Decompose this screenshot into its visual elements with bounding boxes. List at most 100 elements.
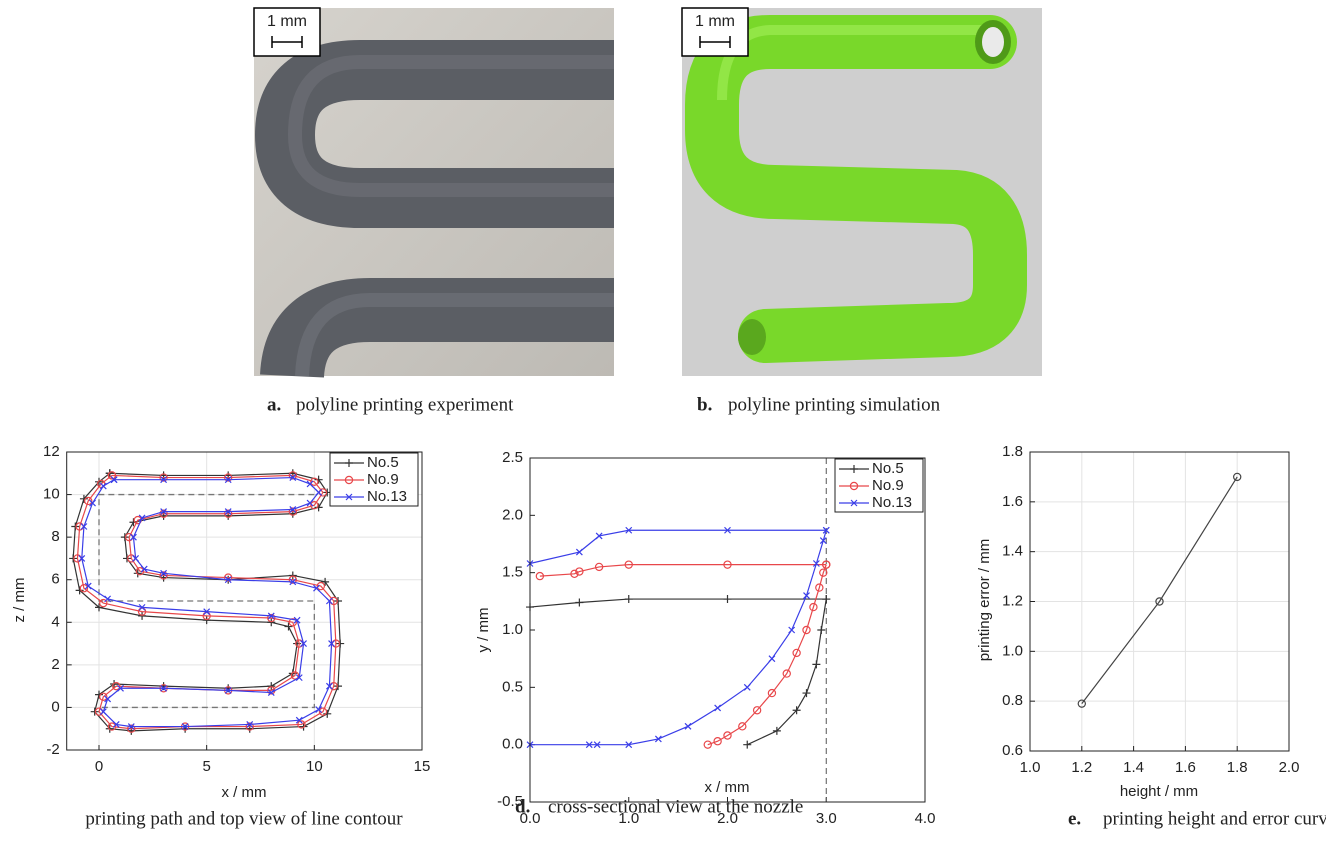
y-tick-label: 1.0 xyxy=(502,621,523,638)
marker xyxy=(299,722,308,731)
marker xyxy=(105,469,114,478)
marker xyxy=(850,499,858,507)
series-line xyxy=(529,529,827,746)
x-tick-label: 2.0 xyxy=(1279,759,1300,776)
marker xyxy=(315,489,323,496)
marker xyxy=(318,707,328,716)
x-tick-label: 1.6 xyxy=(1175,759,1196,776)
marker xyxy=(284,622,293,631)
marker xyxy=(792,648,801,658)
marker xyxy=(817,626,826,634)
marker xyxy=(1232,472,1242,482)
marker xyxy=(159,571,168,580)
y-tick-label: 0.0 xyxy=(502,736,523,753)
x-tick-label: 3.0 xyxy=(816,810,837,827)
marker xyxy=(850,465,858,473)
marker xyxy=(313,584,320,592)
marker xyxy=(223,473,233,482)
marker xyxy=(809,602,818,612)
marker xyxy=(104,695,112,703)
marker xyxy=(80,523,88,530)
marker xyxy=(822,526,830,534)
series-line xyxy=(539,564,827,746)
marker xyxy=(767,688,777,698)
x-tick-label: 1.0 xyxy=(618,810,639,827)
scale-bar-label: 1 mm xyxy=(267,13,307,30)
x-tick-label: 4.0 xyxy=(915,810,936,827)
y-tick-label: -0.5 xyxy=(497,793,523,810)
marker xyxy=(570,569,579,579)
caption-label: d. xyxy=(515,796,530,817)
marker xyxy=(95,477,103,486)
legend-label: No.9 xyxy=(367,471,399,488)
marker xyxy=(723,731,732,740)
marker xyxy=(267,689,275,696)
legend-label: No.5 xyxy=(367,454,399,471)
y-tick-label: 2.0 xyxy=(502,506,523,523)
marker xyxy=(803,592,810,600)
marker xyxy=(738,722,747,731)
y-tick-label: 6 xyxy=(51,571,59,588)
marker xyxy=(315,706,323,713)
marker xyxy=(714,704,722,712)
marker xyxy=(138,611,147,620)
y-tick-label: 0.8 xyxy=(1002,692,1023,709)
marker xyxy=(160,476,168,484)
marker xyxy=(224,508,232,516)
caption: printing height and error curve xyxy=(1103,808,1326,829)
x-tick-label: 15 xyxy=(414,758,431,775)
marker xyxy=(289,578,297,586)
plot-frame xyxy=(529,457,926,803)
y-tick-label: 0.6 xyxy=(1002,742,1023,759)
marker xyxy=(752,706,762,715)
marker xyxy=(79,584,89,593)
caption: cross-sectional view at the nozzle xyxy=(548,796,803,817)
marker xyxy=(300,640,307,647)
y-tick-label: 1.0 xyxy=(1002,642,1023,659)
marker xyxy=(267,613,276,623)
marker xyxy=(245,722,254,731)
series-line xyxy=(1081,476,1238,705)
marker xyxy=(117,684,124,692)
marker xyxy=(223,509,233,518)
y-tick-label: 10 xyxy=(43,486,60,503)
x-tick-label: 10 xyxy=(306,758,323,775)
marker xyxy=(84,582,92,590)
marker xyxy=(159,509,168,518)
series-line xyxy=(81,476,333,728)
marker xyxy=(288,471,297,480)
marker xyxy=(267,618,276,627)
marker xyxy=(768,655,776,663)
marker xyxy=(288,575,297,584)
marker xyxy=(593,741,601,749)
marker xyxy=(120,533,129,542)
marker xyxy=(297,720,306,729)
marker xyxy=(575,567,584,576)
marker xyxy=(782,669,791,678)
marker xyxy=(625,526,633,534)
marker xyxy=(289,506,297,513)
marker xyxy=(594,562,604,572)
x-tick-label: 1.2 xyxy=(1071,759,1092,776)
marker xyxy=(802,689,811,698)
marker xyxy=(819,568,828,577)
marker xyxy=(99,482,107,490)
y-tick-label: 2 xyxy=(51,656,59,673)
marker xyxy=(323,709,332,718)
y-tick-label: 1.2 xyxy=(1002,592,1023,609)
marker xyxy=(181,723,189,731)
marker xyxy=(69,554,78,563)
marker xyxy=(99,708,107,716)
x-tick-label: 1.0 xyxy=(1020,759,1041,776)
marker xyxy=(99,692,108,701)
marker xyxy=(819,537,827,544)
marker xyxy=(104,595,112,603)
marker xyxy=(71,522,80,531)
plot-frame xyxy=(1029,451,1290,752)
y-tick-label: 2.5 xyxy=(502,449,523,466)
x-tick-label: 0.0 xyxy=(520,810,541,827)
marker xyxy=(654,735,662,743)
marker xyxy=(127,723,135,731)
marker xyxy=(160,508,168,516)
